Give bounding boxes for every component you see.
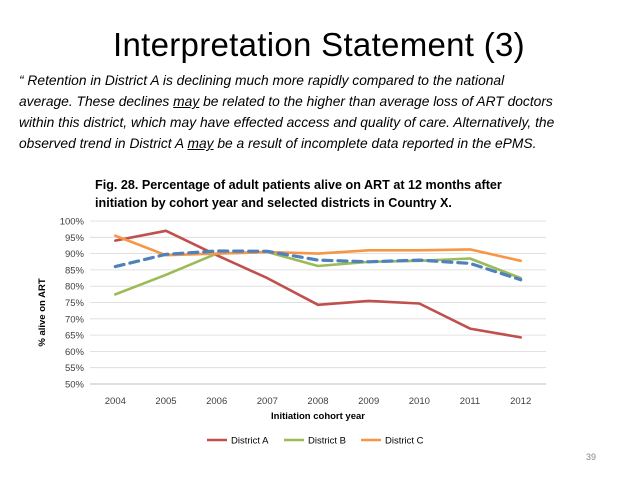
series-line-district-c	[114, 234, 523, 263]
emphasis-may: may	[187, 136, 214, 151]
series-line-district-b	[114, 250, 523, 296]
statement-text: observed trend in District A	[19, 136, 188, 151]
statement-text: average. These declines	[19, 94, 174, 109]
legend-label-district-a: District A	[231, 436, 269, 447]
figure-caption-line: initiation by cohort year and selected d…	[95, 196, 452, 210]
series-line-national	[113, 249, 523, 282]
slide-title: Interpretation Statement (3)	[113, 26, 525, 63]
figure-caption-line: Fig. 28. Percentage of adult patients al…	[95, 178, 502, 192]
statement-text: be a result of incomplete data reported …	[213, 136, 537, 151]
legend-label-district-b: District B	[308, 436, 346, 447]
x-tick-label: 2006	[206, 396, 227, 407]
y-axis-title: % alive on ART	[37, 278, 48, 346]
statement-line: observed trend in District A may be a re…	[19, 133, 627, 154]
y-tick-label: 80%	[65, 282, 85, 293]
statement-line: average. These declines may be related t…	[19, 91, 627, 112]
emphasis-may: may	[173, 94, 200, 109]
y-tick-label: 95%	[65, 233, 85, 244]
statement-line: within this district, which may have eff…	[19, 115, 555, 130]
series-line-district-a	[114, 229, 523, 339]
y-tick-label: 65%	[65, 331, 85, 342]
x-axis-title: Initiation cohort year	[271, 411, 365, 422]
y-tick-label: 100%	[60, 217, 85, 228]
y-tick-label: 60%	[65, 347, 85, 358]
x-tick-label: 2004	[105, 396, 126, 407]
y-tick-label: 70%	[65, 314, 85, 325]
x-tick-label: 2010	[409, 396, 430, 407]
y-tick-label: 50%	[65, 380, 85, 391]
y-tick-label: 90%	[65, 249, 85, 260]
x-tick-label: 2007	[257, 396, 278, 407]
figure-caption: Fig. 28. Percentage of adult patients al…	[95, 176, 555, 212]
x-tick-label: 2011	[460, 396, 480, 407]
y-tick-label: 55%	[65, 363, 85, 374]
legend-label-district-c: District C	[385, 436, 424, 447]
x-tick-label: 2009	[358, 396, 379, 407]
page-number: 39	[586, 452, 597, 462]
x-tick-label: 2005	[155, 396, 176, 407]
y-tick-label: 75%	[65, 298, 85, 309]
statement-line: “ Retention in District A is declining m…	[19, 73, 505, 88]
x-tick-label: 2012	[510, 396, 531, 407]
interpretation-statement: “ Retention in District A is declining m…	[19, 70, 627, 154]
statement-text: be related to the higher than average lo…	[199, 94, 553, 109]
y-tick-label: 85%	[65, 265, 85, 276]
x-tick-label: 2008	[307, 396, 328, 407]
